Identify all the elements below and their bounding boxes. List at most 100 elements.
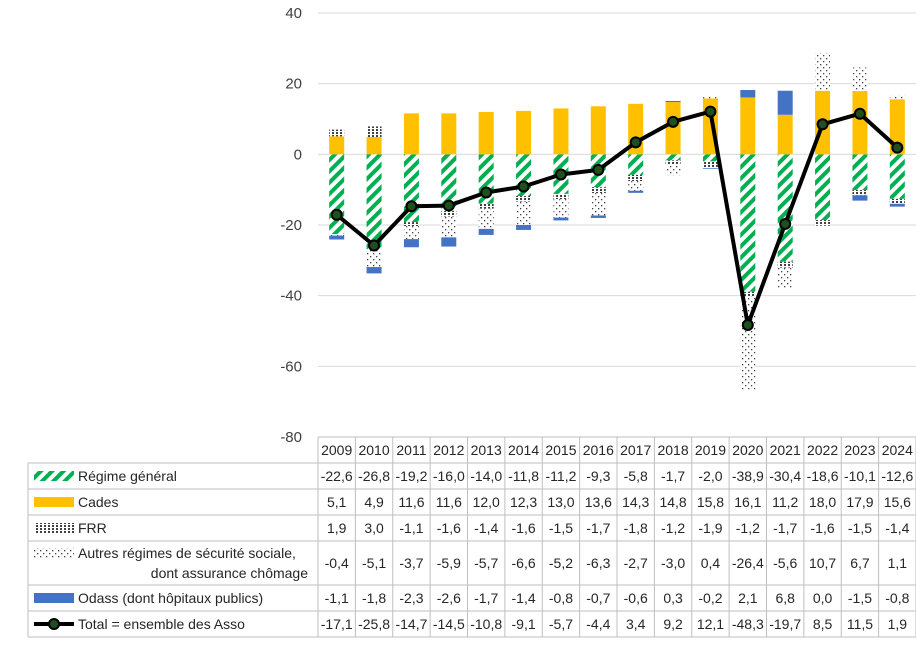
data-label-odass: -2,3 [399, 590, 423, 606]
legend-label-cades: Cades [78, 494, 118, 510]
bar-cades-2013 [478, 111, 494, 155]
data-label-total: -14,7 [395, 616, 427, 632]
bar-autres-2009 [329, 234, 345, 236]
bar-odass-2021 [777, 90, 793, 115]
data-label-cades: 13,0 [547, 494, 574, 510]
data-label-autres: -6,6 [512, 555, 536, 571]
year-header: 2022 [807, 442, 838, 458]
bar-rg-2017 [628, 154, 644, 175]
bar-odass-2020 [740, 90, 756, 98]
total-point-2009 [330, 208, 343, 221]
bar-odass-2009 [329, 235, 345, 240]
data-label-autres: -5,9 [437, 555, 461, 571]
data-label-frr: -1,4 [474, 520, 498, 536]
data-label-cades: 11,6 [398, 494, 424, 510]
data-label-cades: 14,8 [659, 494, 686, 510]
total-point-2010 [368, 239, 381, 252]
data-label-total: -4,4 [586, 616, 610, 632]
bar-autres-2013 [478, 208, 494, 229]
bar-autres-2010 [366, 249, 382, 268]
total-point-2015 [554, 168, 567, 181]
data-label-odass: -1,4 [512, 590, 536, 606]
data-label-odass: -1,5 [848, 590, 872, 606]
bar-frr-2018 [665, 160, 681, 165]
y-tick-label: 20 [285, 76, 302, 93]
data-label-total: -14,5 [433, 616, 465, 632]
data-label-odass: -1,8 [362, 590, 386, 606]
year-header: 2013 [471, 442, 502, 458]
total-point-2017 [629, 136, 642, 149]
bar-odass-2014 [516, 225, 532, 230]
y-tick-label: -80 [280, 429, 302, 446]
year-header: 2023 [844, 442, 875, 458]
bar-cades-2012 [441, 113, 457, 155]
data-label-odass: -0,8 [549, 590, 573, 606]
data-label-autres: -5,2 [549, 555, 573, 571]
total-point-2024 [891, 141, 904, 154]
bar-cades-2010 [366, 137, 382, 155]
data-label-frr: -1,1 [399, 520, 423, 536]
data-label-total: 11,5 [847, 616, 873, 632]
bar-odass-2011 [403, 239, 419, 248]
bar-rg-2010 [366, 154, 382, 250]
bar-odass-2024 [889, 203, 905, 207]
year-header: 2024 [882, 442, 913, 458]
bar-cades-2018 [665, 102, 681, 155]
data-label-autres: 10,7 [809, 555, 836, 571]
bar-autres-2021 [777, 267, 793, 288]
data-label-frr: -1,8 [624, 520, 648, 536]
bar-frr-2021 [777, 261, 793, 268]
data-label-frr: 1,9 [327, 520, 347, 536]
data-label-odass: -2,6 [437, 590, 461, 606]
bar-cades-2011 [403, 113, 419, 155]
bar-autres-2012 [441, 216, 457, 238]
data-label-cades: 5,1 [327, 494, 347, 510]
data-label-odass: 2,1 [738, 590, 758, 606]
data-label-autres: -5,6 [773, 555, 797, 571]
data-label-frr: -1,2 [736, 520, 760, 536]
bar-cades-2016 [590, 106, 606, 155]
total-point-2013 [480, 186, 493, 199]
bar-odass-2016 [590, 215, 606, 218]
bar-autres-2018 [665, 164, 681, 176]
data-label-odass: -0,2 [698, 590, 722, 606]
data-label-cades: 15,6 [884, 494, 911, 510]
total-line [330, 105, 904, 331]
data-label-total: 12,1 [697, 616, 724, 632]
data-label-rg: -14,0 [470, 468, 502, 484]
total-point-2011 [405, 200, 418, 213]
year-header: 2016 [583, 442, 614, 458]
bar-odass-2013 [478, 228, 494, 235]
data-label-frr: -1,6 [512, 520, 536, 536]
legend-label-rg: Régime général [78, 468, 177, 484]
legend-key-frr [34, 523, 74, 533]
legend-key-cades [34, 497, 74, 507]
bar-cades-2023 [852, 91, 868, 155]
data-label-odass: -0,6 [624, 590, 648, 606]
data-label-autres: 0,4 [701, 555, 721, 571]
data-label-autres: -6,3 [586, 555, 610, 571]
legend-label-total: Total = ensemble des Asso [78, 616, 245, 632]
data-label-frr: -1,5 [549, 520, 573, 536]
data-label-total: -19,7 [769, 616, 801, 632]
y-tick-label: -20 [280, 217, 302, 234]
total-line-path [335, 109, 899, 327]
bars [329, 52, 905, 390]
total-point-2022 [816, 118, 829, 131]
bar-autres-2019 [702, 97, 718, 99]
data-label-total: 8,5 [813, 616, 833, 632]
data-label-autres: -2,7 [624, 555, 648, 571]
legend-label-autres: Autres régimes de sécurité sociale, [78, 545, 296, 561]
data-label-cades: 13,6 [585, 494, 612, 510]
data-label-rg: -9,3 [586, 468, 610, 484]
data-label-frr: -1,4 [885, 520, 909, 536]
data-label-total: -25,8 [358, 616, 390, 632]
data-label-rg: -1,7 [661, 468, 685, 484]
data-label-frr: -1,9 [698, 520, 722, 536]
bar-rg-2012 [441, 154, 457, 211]
data-label-cades: 11,2 [772, 494, 798, 510]
bar-frr-2022 [815, 220, 831, 226]
bar-odass-2010 [366, 267, 382, 274]
bar-frr-2010 [366, 126, 382, 138]
y-tick-label: 0 [294, 146, 302, 163]
